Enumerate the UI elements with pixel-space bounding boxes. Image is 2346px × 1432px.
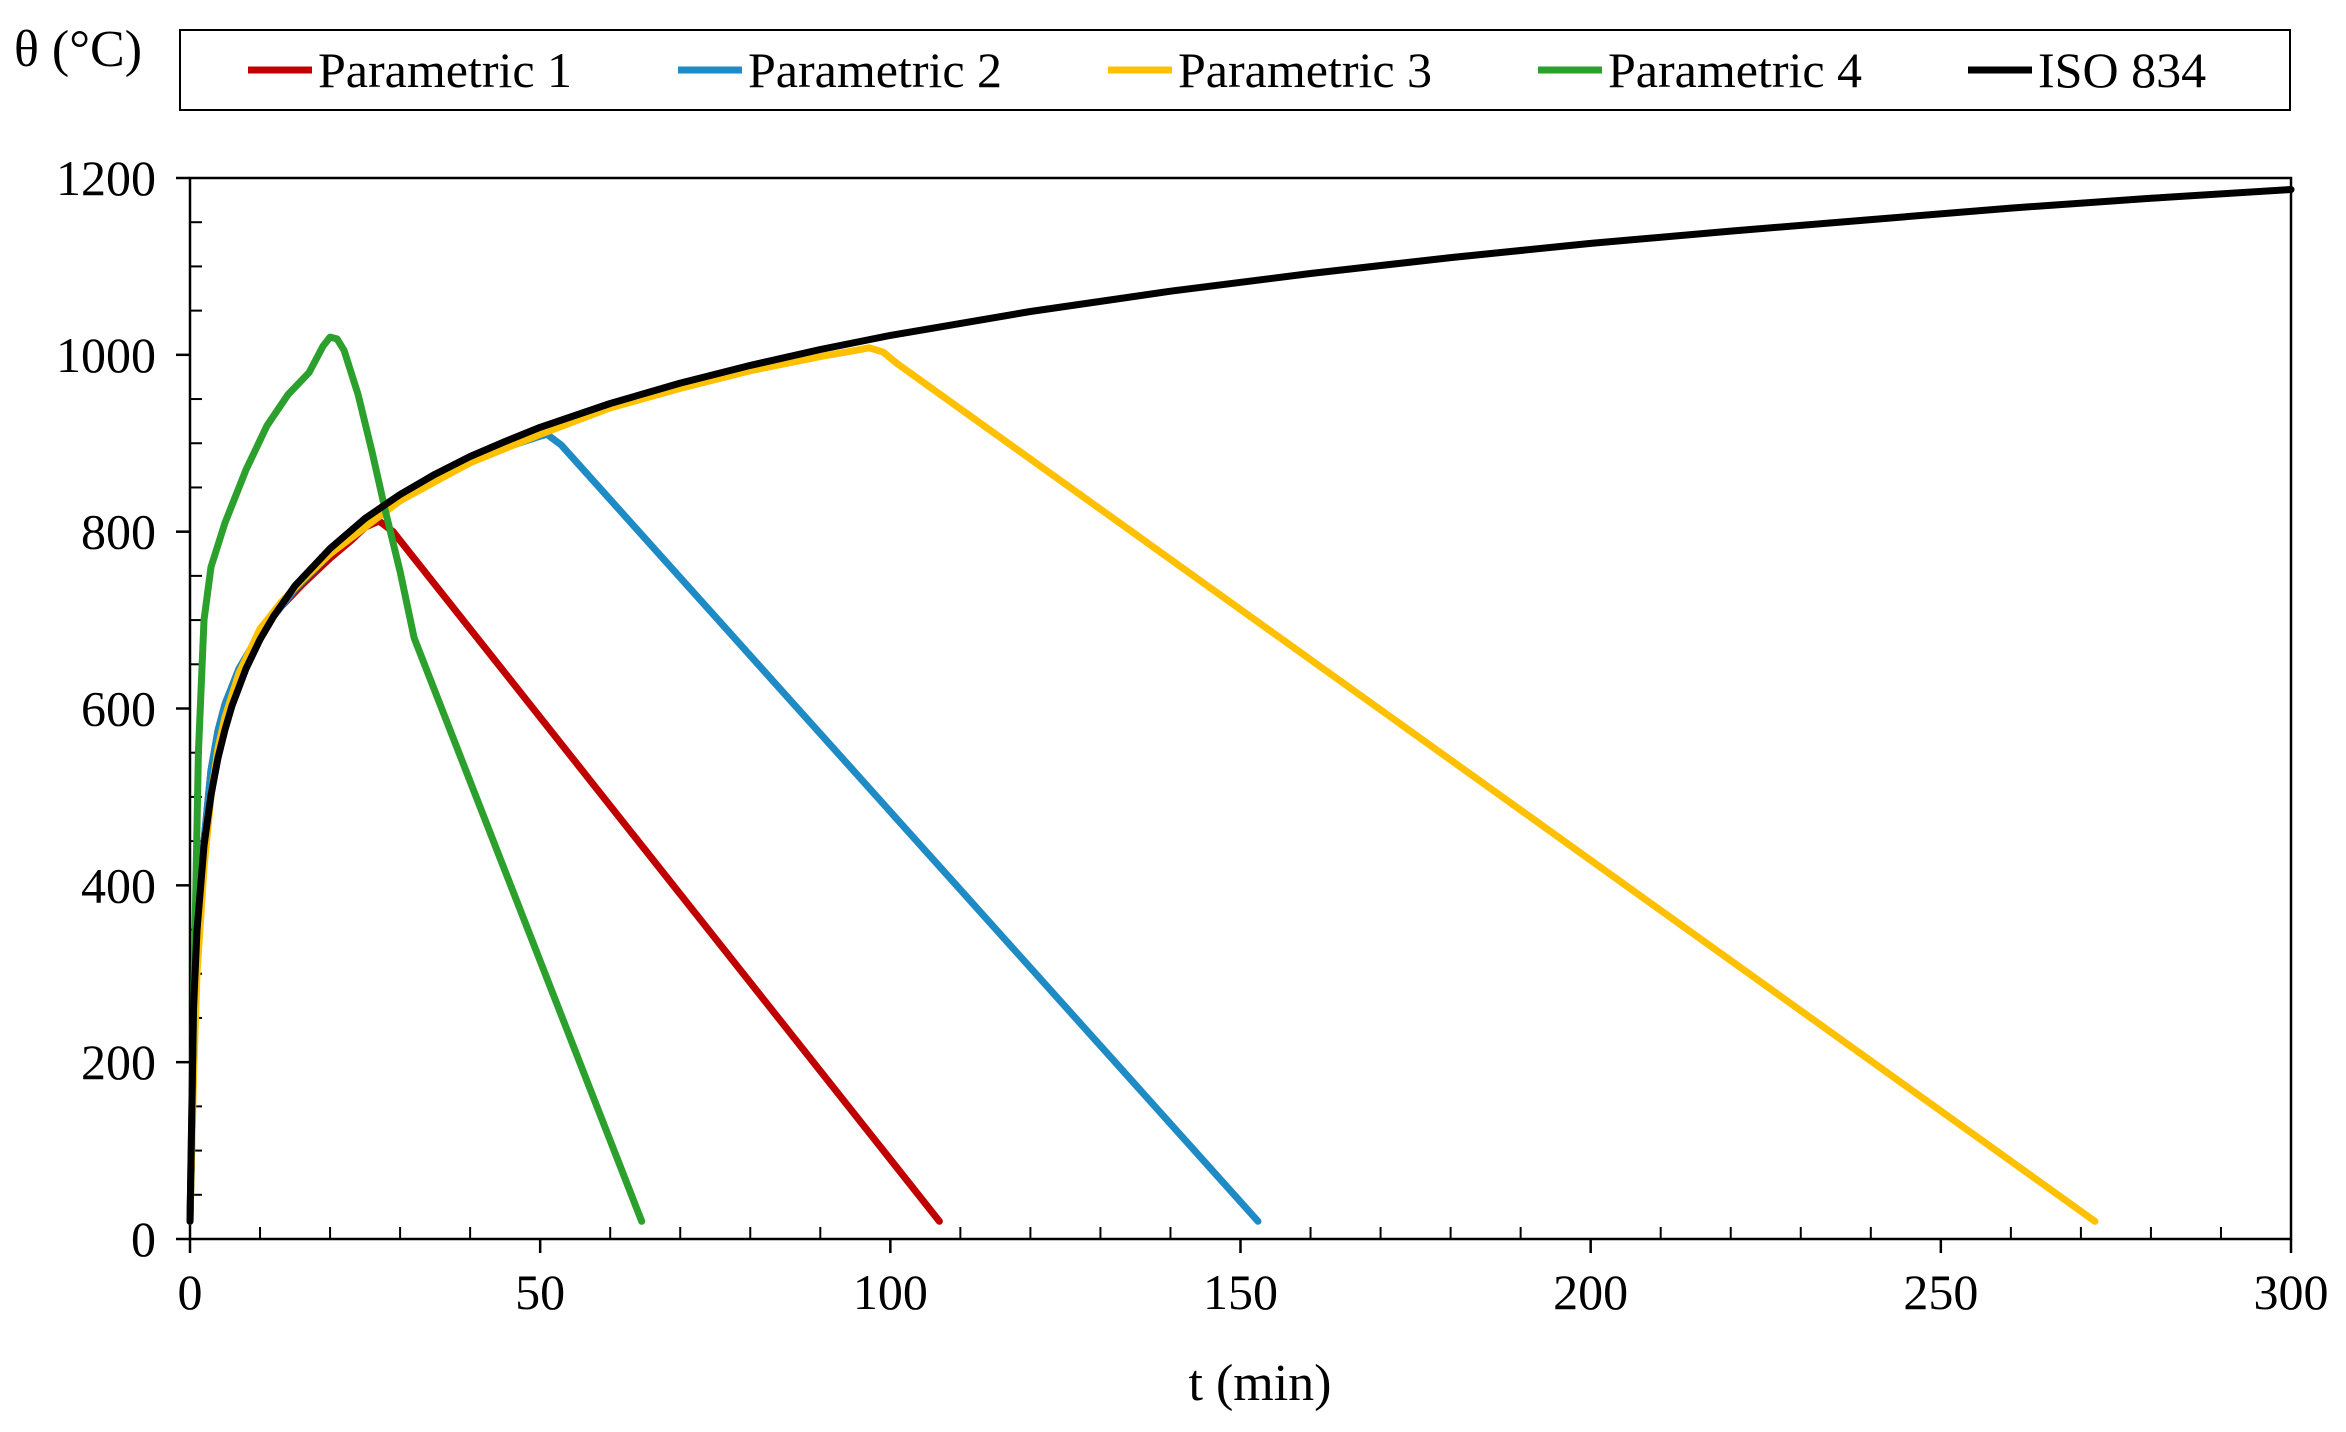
legend-label: Parametric 4 xyxy=(1608,42,1862,98)
legend-box xyxy=(179,29,2291,111)
plot-area xyxy=(188,176,2293,1241)
y-tick-label: 1200 xyxy=(56,150,156,206)
x-tick-label: 0 xyxy=(178,1264,203,1320)
x-axis-title: t (min) xyxy=(1189,1355,1332,1412)
legend-label: ISO 834 xyxy=(2038,42,2206,98)
series-line-iso-834 xyxy=(186,186,2295,1225)
y-tick-labels: 0 200 400 600 800 1000 1200 xyxy=(56,150,156,1267)
legend-label: Parametric 3 xyxy=(1178,42,1432,98)
x-tick-label: 50 xyxy=(515,1264,565,1320)
x-tick-label: 100 xyxy=(853,1264,928,1320)
legend: Parametric 1 Parametric 2 Parametric 3 Para… xyxy=(248,42,2206,98)
y-tick-label: 1000 xyxy=(56,327,156,383)
y-tick-label: 400 xyxy=(81,857,156,913)
x-tick-labels: 0 50 100 150 200 250 300 xyxy=(178,1264,2329,1320)
y-tick-label: 800 xyxy=(81,504,156,560)
major-ticks xyxy=(176,176,2293,1253)
y-tick-label: 200 xyxy=(81,1034,156,1090)
y-axis-title: θ (°C) xyxy=(14,21,142,78)
y-tick-label: 0 xyxy=(131,1211,156,1267)
x-tick-label: 300 xyxy=(2254,1264,2329,1320)
y-tick-label: 600 xyxy=(81,681,156,737)
x-tick-label: 250 xyxy=(1903,1264,1978,1320)
legend-label: Parametric 1 xyxy=(318,42,572,98)
legend-label: Parametric 2 xyxy=(748,42,1002,98)
series-lines xyxy=(186,186,2295,1225)
x-tick-label: 200 xyxy=(1553,1264,1628,1320)
x-tick-label: 150 xyxy=(1203,1264,1278,1320)
